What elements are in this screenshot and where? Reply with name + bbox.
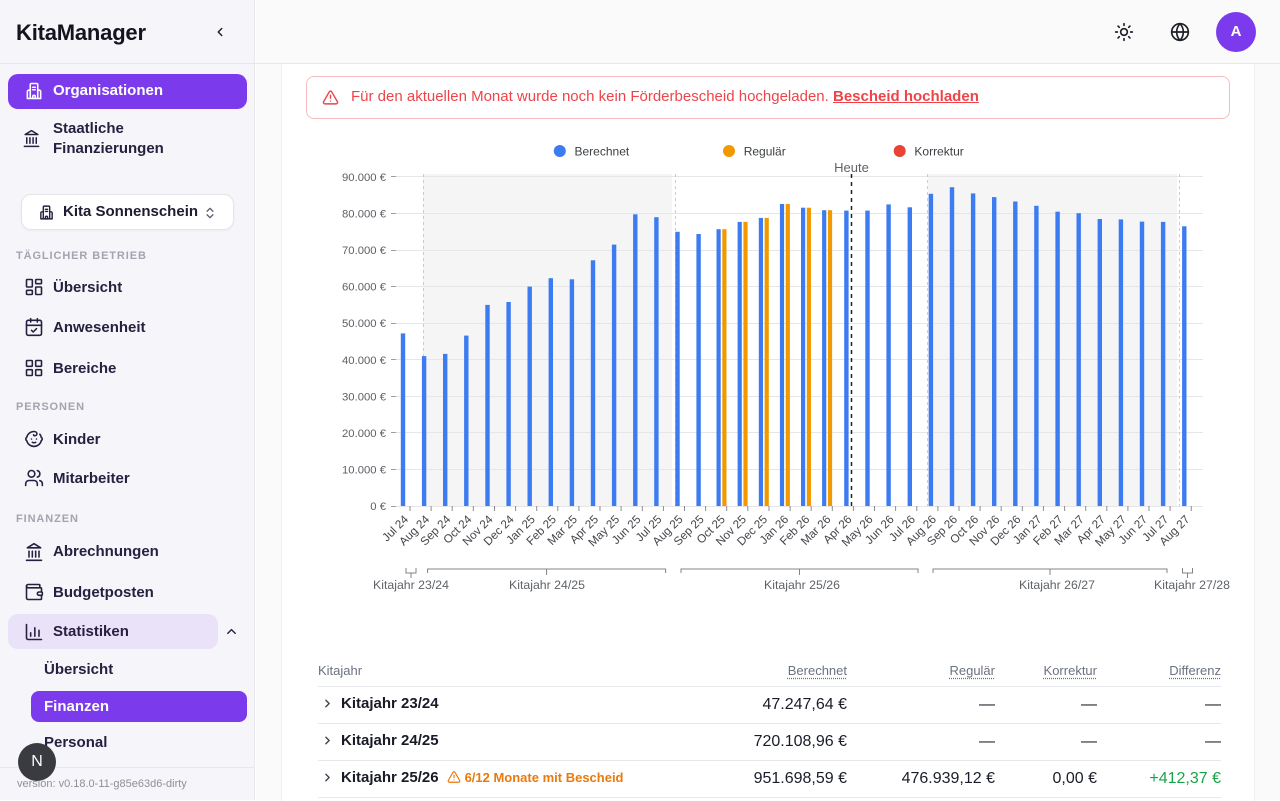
svg-text:30.000 €: 30.000 € bbox=[342, 391, 387, 403]
svg-text:90.000 €: 90.000 € bbox=[342, 172, 387, 184]
svg-text:60.000 €: 60.000 € bbox=[342, 282, 387, 294]
svg-text:20.000 €: 20.000 € bbox=[342, 428, 387, 440]
svg-text:Korrektur: Korrektur bbox=[914, 144, 963, 158]
svg-text:Kitajahr 23/24: Kitajahr 23/24 bbox=[373, 578, 449, 592]
svg-text:Kitajahr 26/27: Kitajahr 26/27 bbox=[1019, 578, 1095, 592]
svg-text:Kitajahr 25/26: Kitajahr 25/26 bbox=[764, 578, 840, 592]
svg-text:40.000 €: 40.000 € bbox=[342, 355, 387, 367]
svg-text:Heute: Heute bbox=[834, 160, 869, 175]
svg-text:Kitajahr 27/28: Kitajahr 27/28 bbox=[1154, 578, 1230, 592]
svg-text:Regulär: Regulär bbox=[744, 144, 786, 158]
svg-text:50.000 €: 50.000 € bbox=[342, 318, 387, 330]
svg-text:Kitajahr 24/25: Kitajahr 24/25 bbox=[509, 578, 585, 592]
svg-text:10.000 €: 10.000 € bbox=[342, 464, 387, 476]
svg-text:70.000 €: 70.000 € bbox=[342, 245, 387, 257]
svg-text:80.000 €: 80.000 € bbox=[342, 209, 387, 221]
svg-text:Berechnet: Berechnet bbox=[575, 144, 630, 158]
svg-text:0 €: 0 € bbox=[370, 501, 386, 513]
